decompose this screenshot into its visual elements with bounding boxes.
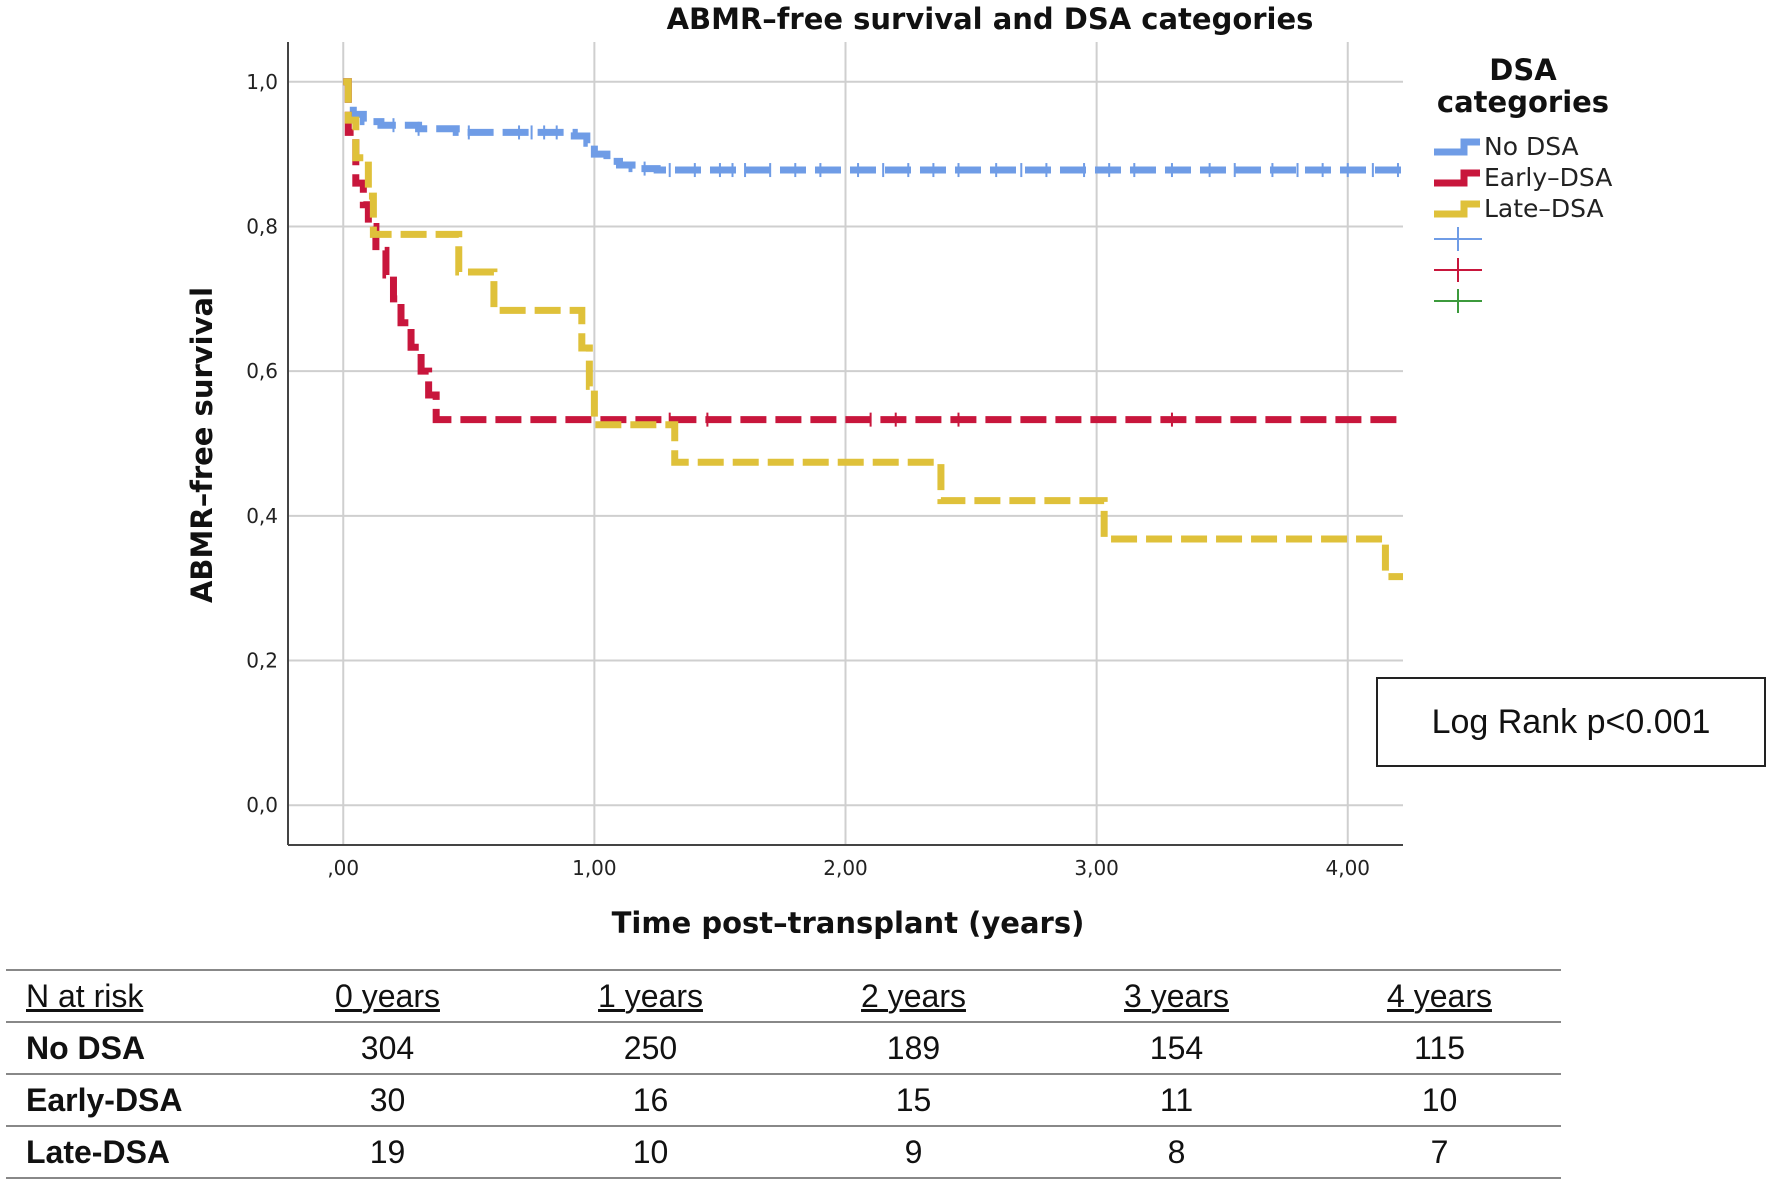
risk-header-cell: 0 years [335,977,440,1014]
legend-title: DSA categories [1437,53,1609,119]
y-tick-label: 0,6 [246,359,278,383]
risk-cell: 304 [360,1029,415,1066]
risk-cell: 189 [886,1029,941,1066]
survival-curve-1 [343,78,1403,174]
y-tick-label: 0,8 [246,214,278,238]
risk-cell: 30 [369,1081,406,1118]
risk-table-header-row: N at risk 0 years 1 years 2 years 3 year… [6,970,1561,1022]
table-row: Early-DSA 30 16 15 11 10 [6,1074,1561,1126]
table-row: No DSA 304 250 189 154 115 [6,1022,1561,1074]
y-tick-label: 0,4 [246,504,278,528]
risk-table: N at risk 0 years 1 years 2 years 3 year… [6,969,1561,1179]
axes: 0,0 0,2 0,4 0,6 0,8 1,0 ,00 1,00 2,00 3,00 4,00 [246,42,1403,880]
risk-cell: 19 [369,1133,406,1170]
risk-cell: 115 [1413,1029,1465,1066]
x-tick-label: 2,00 [823,856,868,880]
x-tick-label: ,00 [327,856,359,880]
risk-cell: 9 [904,1133,923,1170]
y-tick-label: 0,0 [246,793,278,817]
risk-cell: 154 [1149,1029,1204,1066]
survival-curves [343,78,1403,581]
risk-header-cell: 4 years [1387,977,1492,1014]
risk-cell: 7 [1430,1133,1449,1170]
y-tick-label: 0,2 [246,649,278,673]
logrank-annotation: Log Rank p<0.001 [1376,677,1766,767]
legend-label: Early–DSA [1484,163,1612,192]
risk-header-cell: N at risk [26,977,144,1014]
risk-cell: 8 [1167,1133,1186,1170]
risk-row-label: No DSA [26,1029,146,1066]
legend-title-line: DSA [1489,53,1557,87]
legend-title-line: categories [1437,85,1609,119]
risk-cell: 16 [632,1081,669,1118]
legend-label: No DSA [1484,132,1579,161]
risk-cell: 10 [632,1133,669,1170]
x-tick-label: 4,00 [1325,856,1370,880]
legend-swatch [1434,169,1480,187]
legend-label: Late–DSA [1484,194,1604,223]
survival-curve-3 [343,78,1403,581]
legend-swatch [1434,200,1480,218]
x-tick-label: 1,00 [572,856,617,880]
risk-header-cell: 2 years [861,977,966,1014]
table-row: Late-DSA 19 10 9 8 7 [6,1126,1561,1178]
risk-cell: 250 [623,1029,678,1066]
risk-header-cell: 1 years [598,977,703,1014]
risk-cell: 10 [1421,1081,1458,1118]
grid-lines [288,42,1403,845]
chart-title: ABMR–free survival and DSA categories [667,2,1314,36]
survival-curve-2 [343,78,1403,424]
y-axis-label: ABMR–free survival [185,287,219,603]
logrank-text: Log Rank p<0.001 [1431,702,1711,741]
legend-swatch [1434,138,1480,156]
x-tick-label: 3,00 [1074,856,1119,880]
risk-row-label: Early-DSA [26,1081,183,1118]
x-axis-label: Time post–transplant (years) [612,906,1085,940]
risk-cell: 15 [895,1081,932,1118]
km-chart: 0,0 0,2 0,4 0,6 0,8 1,0 ,00 1,00 2,00 3,00 4,00 AB… [185,2,1612,940]
risk-row-label: Late-DSA [26,1133,171,1170]
risk-cell: 11 [1159,1081,1194,1118]
risk-header-cell: 3 years [1124,977,1229,1014]
y-tick-label: 1,0 [246,70,278,94]
